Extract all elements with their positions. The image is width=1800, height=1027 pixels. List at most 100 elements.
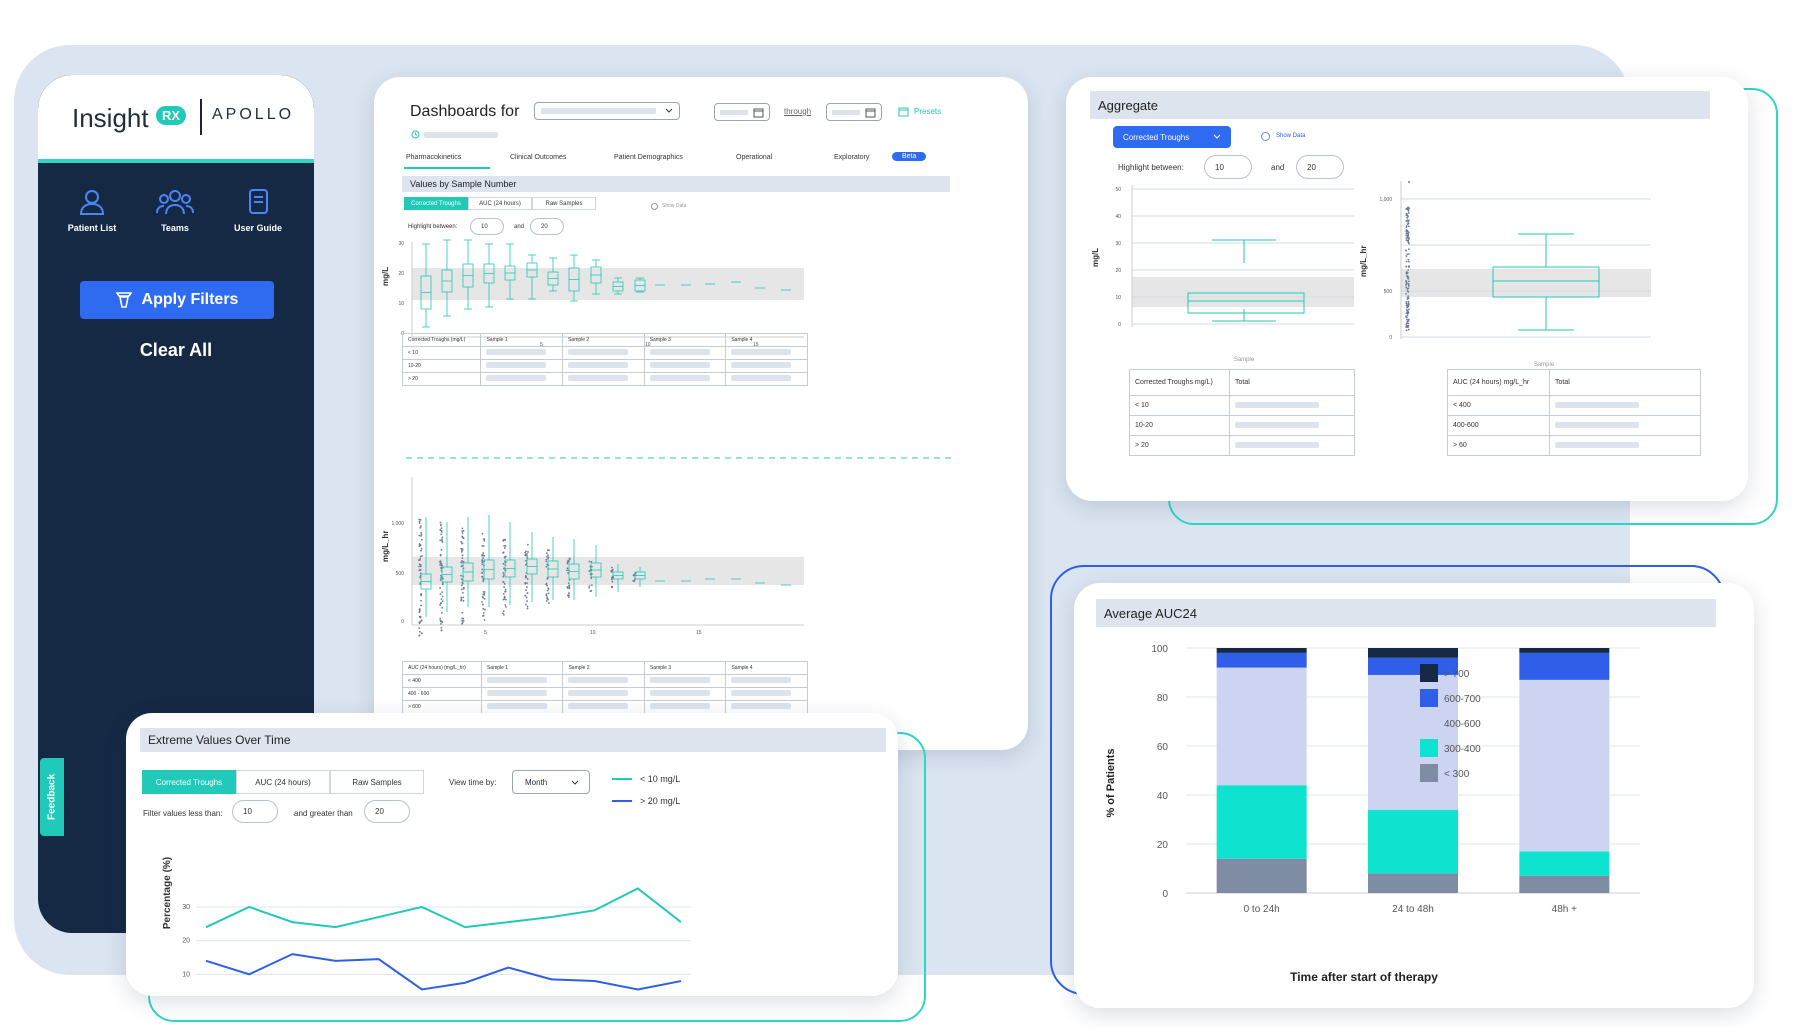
row-label: > 20 — [401, 372, 482, 386]
bottom-chart-ylabel: mg/L_hr — [381, 530, 390, 562]
table-header-row: Corrected Troughs mg/L) Total — [1129, 369, 1355, 396]
scatter-point — [462, 596, 465, 599]
scatter-point — [481, 563, 484, 566]
highlight-low-input[interactable]: 10 — [470, 218, 504, 235]
scatter-point — [439, 574, 442, 577]
scatter-point — [418, 627, 421, 630]
scatter-point — [1406, 230, 1409, 233]
y-tick-label: 20 — [1157, 840, 1169, 851]
extreme-tab-auc[interactable]: AUC (24 hours) — [236, 770, 330, 794]
series-line — [205, 887, 682, 929]
aggregate-right-table: AUC (24 hours) mg/L_hr Total < 400 400-60… — [1447, 369, 1701, 456]
filter-low-input[interactable]: 10 — [232, 800, 278, 823]
scatter-point — [460, 598, 463, 600]
filter-high-input[interactable]: 20 — [364, 800, 410, 823]
chevron-down-icon — [1213, 134, 1221, 139]
box — [1187, 292, 1305, 314]
x-tick: 5 — [484, 630, 487, 636]
scatter-point — [502, 598, 505, 601]
tab-exploratory[interactable]: Exploratory — [834, 154, 870, 161]
tab-clinical-outcomes[interactable]: Clinical Outcomes — [510, 154, 567, 161]
scatter-point — [610, 578, 613, 581]
scatter-point — [461, 619, 464, 622]
bar-segment — [1216, 667, 1307, 786]
highlight-high-input[interactable]: 20 — [1296, 155, 1344, 179]
scatter-point — [441, 541, 444, 543]
legend-label: 300-400 — [1444, 744, 1481, 755]
scatter-point — [502, 572, 505, 574]
clock-icon — [411, 130, 420, 139]
scatter-point — [1405, 315, 1408, 318]
extreme-tab-corrected-troughs[interactable]: Corrected Troughs — [142, 770, 236, 794]
scatter-point — [482, 557, 485, 560]
subtab-auc[interactable]: AUC (24 hours) — [468, 197, 532, 210]
clear-all-button[interactable]: Clear All — [139, 340, 213, 360]
dashboard-select[interactable] — [534, 102, 680, 120]
row-label: 400-600 — [1447, 415, 1550, 436]
aggregate-left-table: Corrected Troughs mg/L) Total < 10 10-20 … — [1129, 369, 1355, 456]
aggregate-dropdown[interactable]: Corrected Troughs — [1113, 126, 1231, 148]
highlight-low-input[interactable]: 10 — [1204, 155, 1252, 179]
scatter-point — [439, 521, 442, 524]
scatter-point — [1405, 265, 1408, 268]
subtab-corrected-troughs[interactable]: Corrected Troughs — [404, 197, 468, 210]
scatter-point — [1406, 314, 1409, 316]
nav-label: Teams — [161, 223, 189, 233]
highlight-high-input[interactable]: 20 — [530, 218, 564, 235]
extreme-tab-raw-samples[interactable]: Raw Samples — [330, 770, 424, 794]
guide-icon — [249, 189, 268, 214]
brand-name: APOLLO — [212, 106, 295, 123]
tab-operational[interactable]: Operational — [736, 154, 773, 161]
scatter-point — [1406, 305, 1409, 308]
show-data-radio[interactable] — [651, 203, 658, 210]
scatter-point — [481, 568, 484, 571]
highlight-label: Highlight between: — [1118, 163, 1184, 172]
y-tick: 0 — [401, 619, 404, 625]
feedback-tab[interactable]: Feedback — [40, 758, 64, 836]
scatter-point — [420, 555, 423, 557]
y-tick-label: 80 — [1157, 693, 1169, 704]
greater-label: and greater than — [294, 809, 353, 818]
scatter-point — [547, 554, 549, 557]
start-date-input[interactable] — [714, 103, 770, 121]
nav-teams[interactable]: Teams — [135, 187, 215, 233]
presets-link[interactable]: Presets — [914, 107, 942, 116]
bar-segment — [1519, 875, 1610, 893]
y-tick: 40 — [1115, 214, 1121, 220]
subtab-raw-samples[interactable]: Raw Samples — [532, 197, 596, 210]
tab-patient-demographics[interactable]: Patient Demographics — [614, 154, 683, 161]
view-time-select[interactable]: Month — [512, 770, 590, 794]
scatter-point — [441, 536, 444, 539]
scatter-point — [1407, 324, 1410, 327]
scatter-point — [460, 578, 463, 581]
scatter-point — [1405, 329, 1408, 332]
scatter-point — [1405, 260, 1408, 263]
apply-filters-button[interactable]: Apply Filters — [80, 281, 274, 319]
and-label: and — [514, 224, 525, 230]
timestamp-placeholder — [424, 132, 498, 138]
scatter-point — [547, 587, 550, 590]
nav-patient-list[interactable]: Patient List — [52, 187, 132, 233]
pk-charts-svg: mg/L 30 20 10 0 5 10 15 mg/L_hr 1,000 50… — [381, 239, 956, 637]
beta-badge: Beta — [892, 152, 927, 161]
y-tick: 1,000 — [391, 521, 404, 527]
bar-segment — [1519, 851, 1610, 876]
calendar-icon — [865, 108, 876, 118]
scatter-point — [418, 563, 421, 566]
show-data-radio[interactable] — [1261, 132, 1270, 141]
bar-segment — [1368, 809, 1458, 874]
scatter-point — [461, 622, 463, 625]
nav-user-guide[interactable]: User Guide — [218, 187, 298, 233]
scatter-point — [418, 534, 420, 537]
scatter-point — [1405, 326, 1408, 328]
tab-pharmacokinetics[interactable]: Pharmacokinetics — [406, 154, 462, 161]
scatter-point — [1405, 237, 1408, 240]
scatter-point — [420, 525, 422, 528]
legend-swatch — [1420, 689, 1438, 707]
scatter-point — [525, 596, 528, 599]
scatter-point — [1406, 298, 1409, 300]
scatter-point — [482, 545, 485, 547]
scatter-point — [1406, 219, 1409, 222]
end-date-input[interactable] — [826, 103, 882, 121]
scatter-point — [567, 582, 570, 584]
